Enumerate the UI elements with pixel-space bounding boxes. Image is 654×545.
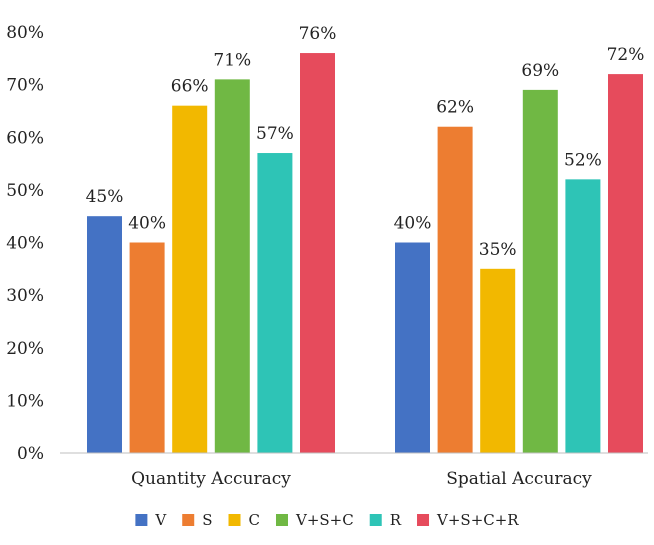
data-label: 72% — [607, 45, 645, 65]
legend-label: S — [202, 511, 212, 529]
y-tick-label: 70% — [6, 76, 44, 96]
data-label: 57% — [256, 124, 294, 144]
category-label: Spatial Accuracy — [446, 469, 592, 489]
bar — [300, 53, 335, 454]
legend-swatch — [417, 514, 430, 526]
data-label: 69% — [521, 61, 559, 81]
data-label: 40% — [394, 214, 432, 234]
y-tick-label: 0% — [17, 444, 44, 464]
legend-swatch — [135, 514, 148, 526]
legend: V S C V+S+C R V+S+C+R — [135, 511, 519, 529]
y-tick-label: 10% — [6, 391, 44, 411]
y-tick-label: 40% — [6, 234, 44, 254]
legend-item: V+S+C+R — [417, 511, 519, 529]
legend-item: C — [228, 511, 260, 529]
data-label: 76% — [299, 24, 337, 44]
bar — [395, 242, 430, 453]
bar — [608, 74, 643, 453]
legend-item: S — [182, 511, 213, 529]
data-label: 71% — [213, 50, 251, 70]
legend-label: C — [249, 511, 260, 529]
bar — [257, 153, 293, 453]
data-labels: 45%40%66%71%57%76%40%62%35%69%52%72% — [86, 24, 645, 260]
legend-item: V — [135, 511, 167, 529]
bar — [565, 179, 601, 453]
legend-swatch — [369, 514, 382, 526]
data-label: 62% — [436, 98, 474, 118]
bar — [172, 105, 208, 454]
data-label: 52% — [564, 150, 602, 170]
y-tick-label: 80% — [6, 23, 44, 43]
legend-swatch — [228, 514, 241, 526]
bar — [214, 79, 250, 454]
legend-label: R — [390, 511, 402, 529]
y-tick-label: 60% — [6, 128, 44, 148]
legend-label: V+S+C+R — [436, 511, 519, 529]
legend-item: V+S+C — [275, 511, 354, 529]
legend-swatch — [275, 514, 288, 526]
legend-item: R — [369, 511, 402, 529]
category-labels: Quantity Accuracy Spatial Accuracy — [131, 469, 592, 489]
legend-label: V — [154, 511, 167, 529]
legend-swatch — [182, 514, 195, 526]
y-tick-label: 30% — [6, 286, 44, 306]
y-tick-label: 50% — [6, 181, 44, 201]
bar — [437, 126, 473, 453]
bar — [522, 89, 558, 453]
bars — [87, 53, 643, 454]
y-tick-label: 20% — [6, 339, 44, 359]
data-label: 35% — [479, 240, 517, 260]
data-label: 40% — [128, 214, 166, 234]
bar — [129, 242, 165, 453]
bar — [480, 268, 516, 453]
legend-label: V+S+C — [295, 511, 354, 529]
category-label: Quantity Accuracy — [131, 469, 291, 489]
data-label: 45% — [86, 187, 124, 207]
y-axis: 0% 10% 20% 30% 40% 50% 60% 70% 80% — [6, 23, 44, 464]
data-label: 66% — [171, 77, 209, 97]
bar — [87, 216, 122, 453]
